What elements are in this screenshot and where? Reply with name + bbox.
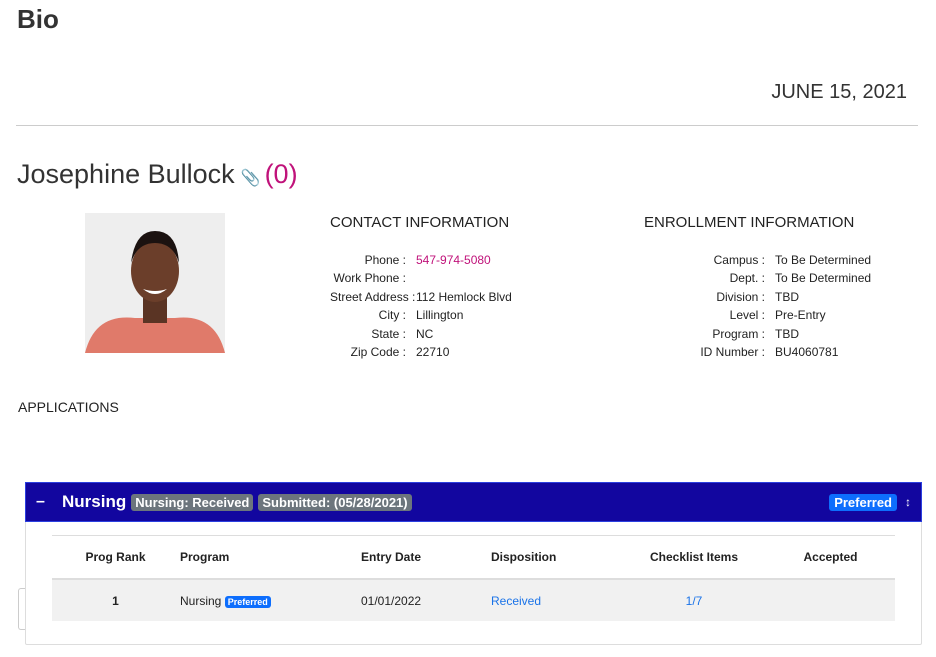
value: Lillington xyxy=(416,308,464,323)
student-header: Josephine Bullock 📎 (0) xyxy=(17,159,298,190)
value: NC xyxy=(416,326,434,341)
label: Zip Code : xyxy=(350,345,406,360)
col-checklist-items[interactable]: Checklist Items xyxy=(622,535,766,580)
contact-row-street: Street Address :112 Hemlock Blvd xyxy=(330,288,512,306)
program-cell: Nursing Preferred xyxy=(179,579,360,621)
contact-row-state: State : NC xyxy=(330,325,512,343)
current-date: JUNE 15, 2021 xyxy=(771,81,907,103)
student-photo xyxy=(85,213,225,353)
label: Campus : xyxy=(713,253,765,267)
label: Division : xyxy=(716,289,765,304)
preferred-badge: Preferred xyxy=(829,493,897,511)
label: Level : xyxy=(729,308,765,323)
enroll-row-id: ID Number : BU4060781 xyxy=(654,343,871,361)
enroll-row-division: Division : TBD xyxy=(654,288,871,306)
sort-icon[interactable]: ↕ xyxy=(905,495,911,509)
submitted-badge: Submitted: (05/28/2021) xyxy=(258,493,412,511)
label: State : xyxy=(371,326,406,341)
value: To Be Determined xyxy=(775,271,872,286)
divider xyxy=(16,125,918,126)
table-header-row: Prog Rank Program Entry Date Disposition… xyxy=(52,535,895,580)
label: Dept. : xyxy=(729,271,765,286)
value: Pre-Entry xyxy=(775,308,826,323)
enroll-row-program: Program : TBD xyxy=(654,325,871,343)
application-panel-header[interactable]: – Nursing Nursing: Received Submitted: (… xyxy=(25,482,922,522)
student-name: Josephine Bullock xyxy=(17,159,235,189)
accepted xyxy=(766,579,895,621)
side-tab[interactable] xyxy=(18,588,25,630)
checklist-link[interactable]: 1/7 xyxy=(622,579,766,621)
label: Street Address : xyxy=(330,289,416,304)
enroll-row-dept: Dept. : To Be Determined xyxy=(654,269,871,287)
contact-row-work-phone: Work Phone : xyxy=(330,269,512,287)
enrollment-info: Campus : To Be Determined Dept. : To Be De… xyxy=(654,251,871,361)
programs-table: Prog Rank Program Entry Date Disposition… xyxy=(52,535,895,621)
disposition-link[interactable]: Received xyxy=(490,579,622,621)
contact-row-phone: Phone : 547-974-5080 xyxy=(330,251,512,269)
phone-link[interactable]: 547-974-5080 xyxy=(416,253,491,267)
applications-heading: APPLICATIONS xyxy=(18,399,119,415)
application-title: Nursing xyxy=(62,492,127,511)
enroll-row-campus: Campus : To Be Determined xyxy=(654,251,871,269)
value: TBD xyxy=(775,289,799,304)
paperclip-icon[interactable]: 📎 xyxy=(240,170,261,187)
col-prog-rank[interactable]: Prog Rank xyxy=(52,535,179,580)
label: Program : xyxy=(712,326,765,341)
program-name: Nursing xyxy=(180,593,222,608)
value: BU4060781 xyxy=(775,345,839,360)
label: Work Phone : xyxy=(333,271,406,286)
contact-info: Phone : 547-974-5080 Work Phone : Street … xyxy=(330,251,512,361)
col-entry-date[interactable]: Entry Date xyxy=(360,535,490,580)
collapse-toggle[interactable]: – xyxy=(36,493,45,510)
prog-rank: 1 xyxy=(52,579,179,621)
label: ID Number : xyxy=(700,345,765,360)
label: City : xyxy=(378,308,406,323)
enrollment-heading: ENROLLMENT INFORMATION xyxy=(644,214,855,231)
label: Phone : xyxy=(364,253,406,267)
page-title: Bio xyxy=(17,4,59,34)
table-row: 1 Nursing Preferred 01/01/2022 Received … xyxy=(52,579,895,621)
application-panel: – Nursing Nursing: Received Submitted: (… xyxy=(25,482,922,645)
value: To Be Determined xyxy=(775,253,872,267)
contact-row-city: City : Lillington xyxy=(330,306,512,324)
status-badge: Nursing: Received xyxy=(131,493,254,511)
contact-row-zip: Zip Code : 22710 xyxy=(330,343,512,361)
value: 22710 xyxy=(416,345,450,360)
col-disposition[interactable]: Disposition xyxy=(490,535,622,580)
col-program[interactable]: Program xyxy=(179,535,360,580)
entry-date: 01/01/2022 xyxy=(360,579,490,621)
preferred-tag: Preferred xyxy=(224,595,271,608)
enroll-row-level: Level : Pre-Entry xyxy=(654,306,871,324)
value: TBD xyxy=(775,326,799,341)
attachment-count[interactable]: (0) xyxy=(264,159,298,189)
contact-heading: CONTACT INFORMATION xyxy=(330,214,510,231)
col-accepted[interactable]: Accepted xyxy=(766,535,895,580)
value: 112 Hemlock Blvd xyxy=(416,289,512,304)
